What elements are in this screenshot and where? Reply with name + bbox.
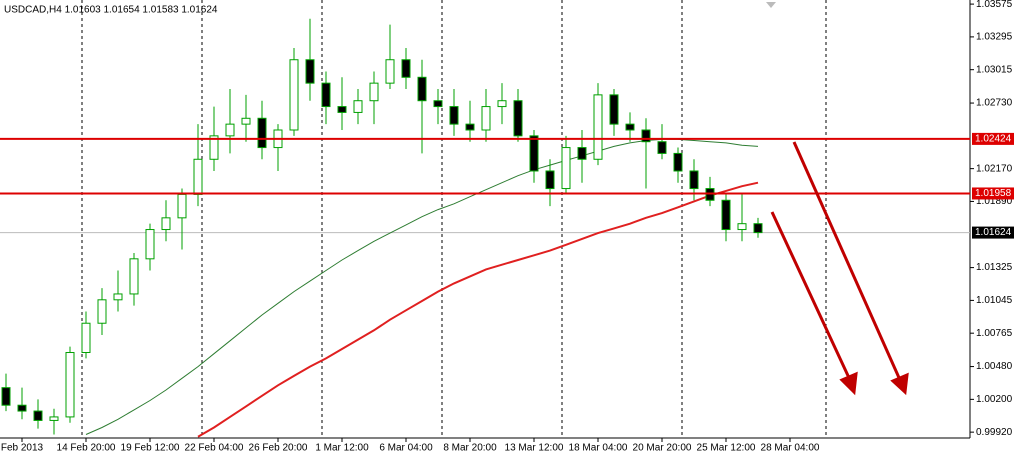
level-label: 1.01958 [975, 188, 1012, 199]
x-tick-label: Feb 2013 [1, 443, 44, 454]
level-label-bg [972, 132, 1014, 145]
candle-body [321, 82, 331, 108]
x-tick-label: 14 Feb 20:00 [57, 443, 116, 454]
candle-body [177, 193, 187, 219]
candle-body [577, 147, 587, 160]
arrow [792, 141, 902, 381]
candle-body [657, 141, 667, 154]
candle-body [561, 147, 571, 190]
y-tick-label: 0.99920 [976, 427, 1013, 438]
candle-body [449, 106, 459, 125]
y-tick-label: 1.01045 [976, 295, 1013, 306]
y-tick-label: 1.03015 [976, 64, 1013, 75]
y-tick-label: 1.02730 [976, 98, 1013, 109]
candle-body [161, 217, 171, 231]
candle-body [145, 229, 155, 260]
candle-body [417, 76, 427, 102]
candle-body [209, 135, 219, 160]
candle-body [97, 299, 107, 324]
y-tick-label: 1.03295 [976, 32, 1013, 43]
arrow-head [839, 371, 858, 396]
candle-body [193, 158, 203, 195]
trend-arrows [770, 141, 909, 396]
x-tick-label: 25 Mar 12:00 [697, 443, 756, 454]
candle-body [129, 258, 139, 295]
candle-body [609, 94, 619, 125]
x-tick-label: 20 Mar 20:00 [633, 443, 692, 454]
y-tick-label: 1.00200 [976, 394, 1013, 405]
period-separators [81, 0, 827, 438]
candle-body [305, 59, 315, 84]
candle-body [545, 170, 555, 190]
candle-body [721, 199, 731, 231]
arrow [770, 211, 852, 381]
candle-body [385, 59, 395, 84]
x-tick-label: 6 Mar 04:00 [379, 443, 433, 454]
candle-body [17, 404, 27, 412]
candle-body [481, 106, 491, 131]
candle-body [625, 123, 635, 131]
last-price-label-bg [972, 226, 1014, 239]
y-tick-label: 1.00765 [976, 328, 1013, 339]
candle-body [65, 352, 75, 418]
candle-body [81, 322, 91, 354]
y-tick-label: 1.01890 [976, 196, 1013, 207]
candle-body [353, 100, 363, 113]
x-tick-label: 1 Mar 12:00 [315, 443, 369, 454]
candle-body [497, 100, 507, 108]
candle-body [593, 94, 603, 160]
x-tick-label: 19 Feb 12:00 [121, 443, 180, 454]
x-tick-label: 28 Mar 04:00 [761, 443, 820, 454]
y-tick-label: 1.03575 [976, 0, 1013, 10]
last-price-label: 1.01624 [975, 227, 1012, 238]
level-label-bg [972, 187, 1014, 200]
moving-average [197, 181, 759, 438]
x-tick-label: 13 Mar 12:00 [505, 443, 564, 454]
level-label: 1.02424 [975, 134, 1012, 145]
x-tick-label: 8 Mar 20:00 [443, 443, 497, 454]
candle-body [49, 416, 59, 421]
candle-body [753, 223, 763, 234]
candle-body [737, 223, 747, 231]
chart-title: USDCAD,H4 1.01603 1.01654 1.01583 1.0162… [4, 5, 218, 16]
candle-body [513, 100, 523, 137]
candle-body [241, 117, 251, 125]
y-tick-label: 1.00480 [976, 361, 1013, 372]
y-tick-label: 1.02170 [976, 163, 1013, 174]
candle-body [33, 410, 43, 421]
x-tick-label: 26 Feb 20:00 [249, 443, 308, 454]
candle-body [401, 59, 411, 78]
candle-body [1, 387, 11, 406]
arrow-head [890, 372, 909, 396]
scroll-marker [766, 2, 776, 8]
candle-body [641, 129, 651, 143]
candle-body [337, 106, 347, 113]
x-tick-label: 22 Feb 04:00 [185, 443, 244, 454]
x-tick-label: 18 Mar 04:00 [569, 443, 628, 454]
candle-body [113, 293, 123, 301]
candle-body [225, 123, 235, 137]
candle-body [529, 135, 539, 172]
y-tick-label: 1.01325 [976, 262, 1013, 273]
candle-body [465, 123, 475, 131]
candle-body [433, 100, 443, 108]
candle-body [689, 170, 699, 190]
candle-body [257, 117, 267, 149]
candle-body [289, 59, 299, 131]
candle-body [369, 82, 379, 102]
candle-body [673, 152, 683, 172]
